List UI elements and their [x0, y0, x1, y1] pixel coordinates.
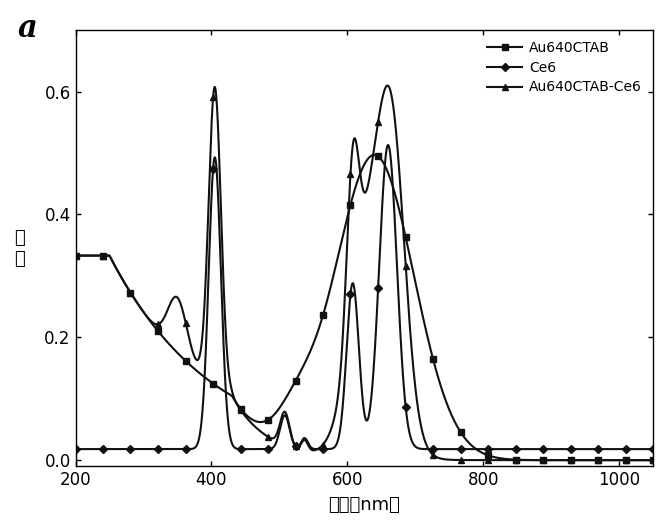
Au640CTAB-Ce6	[644, 457, 652, 464]
Au640CTAB	[295, 370, 303, 376]
Au640CTAB-Ce6	[173, 294, 181, 300]
Au640CTAB	[138, 307, 146, 313]
Text: a: a	[18, 13, 37, 44]
Au640CTAB-Ce6	[582, 457, 590, 464]
Au640CTAB	[370, 152, 378, 158]
Au640CTAB-Ce6	[321, 439, 329, 445]
Au640CTAB-Ce6	[71, 252, 79, 259]
Au640CTAB-Ce6	[384, 82, 392, 89]
Au640CTAB-Ce6	[656, 457, 664, 464]
Au640CTAB	[644, 457, 652, 464]
Ce6	[71, 446, 79, 452]
Au640CTAB-Ce6	[138, 307, 146, 313]
Au640CTAB-Ce6	[295, 443, 303, 449]
Au640CTAB	[582, 457, 590, 464]
Ce6	[295, 442, 303, 448]
Legend: Au640CTAB, Ce6, Au640CTAB-Ce6: Au640CTAB, Ce6, Au640CTAB-Ce6	[484, 37, 646, 99]
Ce6	[321, 446, 329, 452]
Ce6	[138, 446, 146, 452]
Au640CTAB	[321, 305, 329, 312]
Y-axis label: 光
消: 光 消	[14, 229, 25, 268]
Line: Au640CTAB: Au640CTAB	[73, 152, 663, 463]
X-axis label: 波长（nm）: 波长（nm）	[328, 496, 400, 514]
Ce6	[173, 446, 181, 452]
Au640CTAB	[71, 252, 79, 259]
Ce6	[582, 446, 590, 452]
Au640CTAB	[173, 349, 181, 355]
Ce6	[656, 446, 664, 452]
Ce6	[384, 142, 392, 148]
Au640CTAB	[656, 457, 664, 464]
Line: Au640CTAB-Ce6: Au640CTAB-Ce6	[73, 82, 663, 463]
Line: Ce6: Ce6	[73, 142, 663, 452]
Ce6	[644, 446, 652, 452]
